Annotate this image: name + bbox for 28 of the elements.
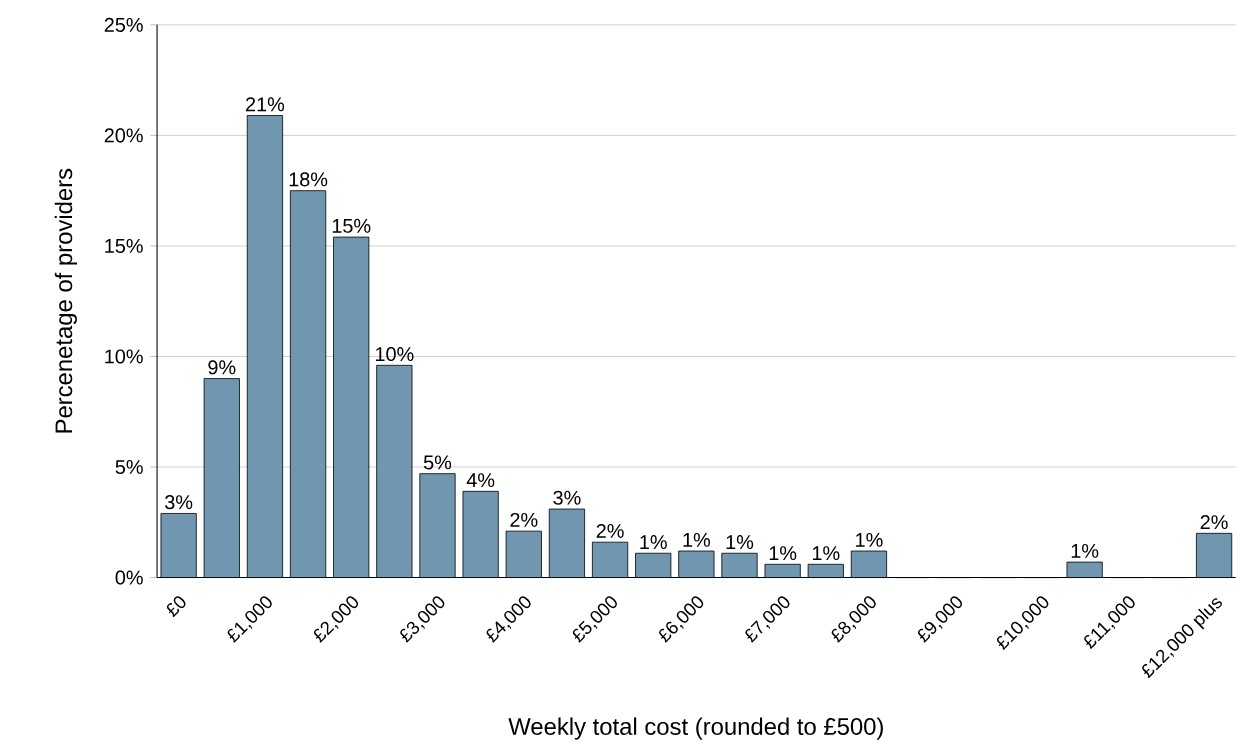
data-label: 2% xyxy=(510,512,538,527)
data-label: 9% xyxy=(208,360,236,375)
data-label: 15% xyxy=(332,218,371,233)
y-tick-label: 25% xyxy=(104,17,143,32)
data-label: 4% xyxy=(466,473,495,487)
y-tick-label: 15% xyxy=(105,238,143,253)
data-label: 2% xyxy=(596,523,624,538)
data-label: 1% xyxy=(683,532,710,547)
data-label: 21% xyxy=(246,97,285,112)
data-label: 1% xyxy=(1071,543,1099,558)
data-label: 3% xyxy=(553,490,581,505)
y-tick-label: 20% xyxy=(104,128,143,143)
data-label: 5% xyxy=(423,455,452,470)
data-label: 10% xyxy=(375,346,414,361)
data-label: 1% xyxy=(856,532,883,547)
data-label: 1% xyxy=(812,545,840,560)
y-tick-label: 0% xyxy=(115,570,143,585)
x-tick-label: £0 xyxy=(166,596,186,618)
x-axis-title: Weekly total cost (rounded to £500) xyxy=(508,717,883,740)
data-label: 1% xyxy=(769,545,797,560)
data-label: 2% xyxy=(1200,514,1228,529)
y-axis-title: Percenetage of providers xyxy=(54,168,77,433)
y-tick-label: 10% xyxy=(105,349,143,364)
data-label: 1% xyxy=(726,534,754,549)
data-label: 18% xyxy=(289,172,328,187)
data-label: 3% xyxy=(165,494,193,510)
data-label: 1% xyxy=(640,534,667,549)
y-tick-label: 5% xyxy=(115,459,143,474)
